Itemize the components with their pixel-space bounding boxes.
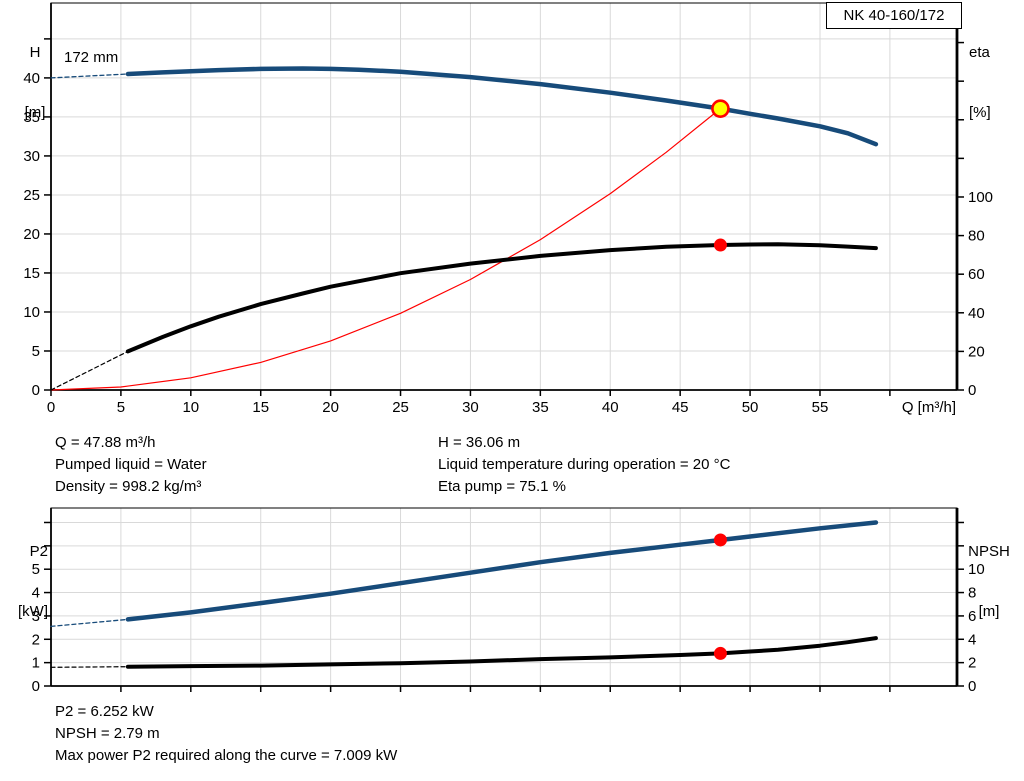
chart0-x-tick-label: 45 — [672, 399, 689, 416]
eta-point-marker[interactable] — [713, 238, 727, 252]
chart0-x-tick-label: 0 — [47, 399, 55, 416]
chart0-left-tick-label: 0 — [32, 382, 40, 399]
chart1-right-tick-label: 0 — [968, 678, 976, 695]
p2-axis-title: P2 [kW] — [8, 502, 48, 662]
chart0-right-tick-label: 80 — [968, 228, 985, 245]
chart1-right-tick-label: 2 — [968, 655, 976, 672]
flow-readout: Q = 47.88 m³/h — [55, 434, 156, 451]
chart0-x-tick-label: 35 — [532, 399, 549, 416]
system-curve — [50, 107, 722, 391]
chart0-x-tick-label: 5 — [117, 399, 125, 416]
pumped-liquid-readout: Pumped liquid = Water — [55, 456, 207, 473]
chart0-x-tick-label: 10 — [182, 399, 199, 416]
eta-axis-title-line1: eta — [969, 44, 990, 61]
chart0-left-tick-label: 10 — [23, 304, 40, 321]
p2-readout: P2 = 6.252 kW — [55, 703, 154, 720]
head-axis-title-line2: [m] — [24, 104, 46, 121]
npsh-axis-title-line2: [m] — [978, 603, 1000, 620]
chart1-left-tick-label: 1 — [32, 655, 40, 672]
chart0-x-tick-label: 30 — [462, 399, 479, 416]
chart0-x-tick-label: 50 — [742, 399, 759, 416]
chart0-frame — [50, 2, 958, 391]
flow-axis-label: Q [m³/h] — [901, 399, 956, 416]
eta-curve-dashed — [50, 350, 129, 391]
chart0-left-tick-label: 20 — [23, 226, 40, 243]
power-npsh-info: P2 = 6.252 kW NPSH = 2.79 m Max power P2… — [55, 701, 397, 767]
npsh-axis-title: NPSH [m] — [960, 502, 1018, 662]
npsh-curve-dashed — [50, 666, 129, 668]
liquid-temperature-readout: Liquid temperature during operation = 20… — [438, 456, 731, 473]
chart1-right-tick-label: 8 — [968, 585, 976, 602]
head-curve-dashed — [50, 73, 129, 79]
chart0-x-tick-label: 55 — [812, 399, 829, 416]
p2-curve-dashed — [50, 618, 129, 628]
npsh-curve — [125, 636, 878, 669]
chart0-left-tick-label: 30 — [23, 148, 40, 165]
chart1-right-tick-label: 4 — [968, 631, 976, 648]
eta-curve — [125, 242, 878, 354]
max-power-readout: Max power P2 required along the curve = … — [55, 747, 398, 764]
p2-point-marker[interactable] — [713, 533, 727, 547]
chart0-x-tick-label: 20 — [322, 399, 339, 416]
chart0-left-tick-label: 35 — [23, 109, 40, 126]
density-readout: Density = 998.2 kg/m³ — [55, 478, 202, 495]
chart1-left-tick-label: 3 — [32, 608, 40, 625]
p2-curve — [125, 520, 879, 622]
head-axis-title: H [m] — [18, 3, 52, 163]
eta-axis-title-line2: [%] — [969, 104, 991, 121]
pump-type-badge: NK 40-160/172 — [826, 2, 962, 29]
npsh-point-marker[interactable] — [713, 646, 727, 660]
chart1-left-tick-label: 5 — [32, 561, 40, 578]
chart1-left-tick-label: 0 — [32, 678, 40, 695]
chart0-left-tick-label: 15 — [23, 265, 40, 282]
chart0-left-tick-label: 40 — [23, 70, 40, 87]
npsh-axis-title-line1: NPSH — [968, 543, 1010, 560]
operating-point-info-left: Q = 47.88 m³/h Pumped liquid = Water Den… — [55, 432, 207, 498]
chart0-right-tick-label: 40 — [968, 305, 985, 322]
chart0-left-tick-label: 25 — [23, 187, 40, 204]
chart0-right-tick-label: 20 — [968, 343, 985, 360]
eta-pump-readout: Eta pump = 75.1 % — [438, 478, 566, 495]
p2-axis-title-line2: [kW] — [18, 603, 48, 620]
head-readout: H = 36.06 m — [438, 434, 521, 451]
impeller-diameter-label: 172 mm — [64, 49, 119, 66]
chart1-left-tick-label: 4 — [32, 585, 40, 602]
chart1-left-tick-label: 2 — [32, 631, 40, 648]
head-curve — [125, 66, 879, 147]
duty-point-marker[interactable] — [711, 99, 730, 118]
head-axis-title-line1: H — [29, 44, 41, 61]
chart1-right-tick-label: 6 — [968, 608, 976, 625]
chart0-left-tick-label: 5 — [32, 343, 40, 360]
eta-axis-title: eta [%] — [969, 3, 1013, 163]
chart0-x-tick-label: 40 — [602, 399, 619, 416]
npsh-readout: NPSH = 2.79 m — [55, 725, 160, 742]
operating-point-info-right: H = 36.06 m Liquid temperature during op… — [438, 432, 730, 498]
chart0-x-tick-label: 15 — [252, 399, 269, 416]
chart0-right-tick-label: 100 — [968, 189, 993, 206]
p2-axis-title-line1: P2 — [29, 543, 48, 560]
chart0-right-tick-label: 0 — [968, 382, 976, 399]
chart1-right-tick-label: 10 — [968, 561, 985, 578]
chart0-x-tick-label: 25 — [392, 399, 409, 416]
chart0-right-tick-label: 60 — [968, 266, 985, 283]
